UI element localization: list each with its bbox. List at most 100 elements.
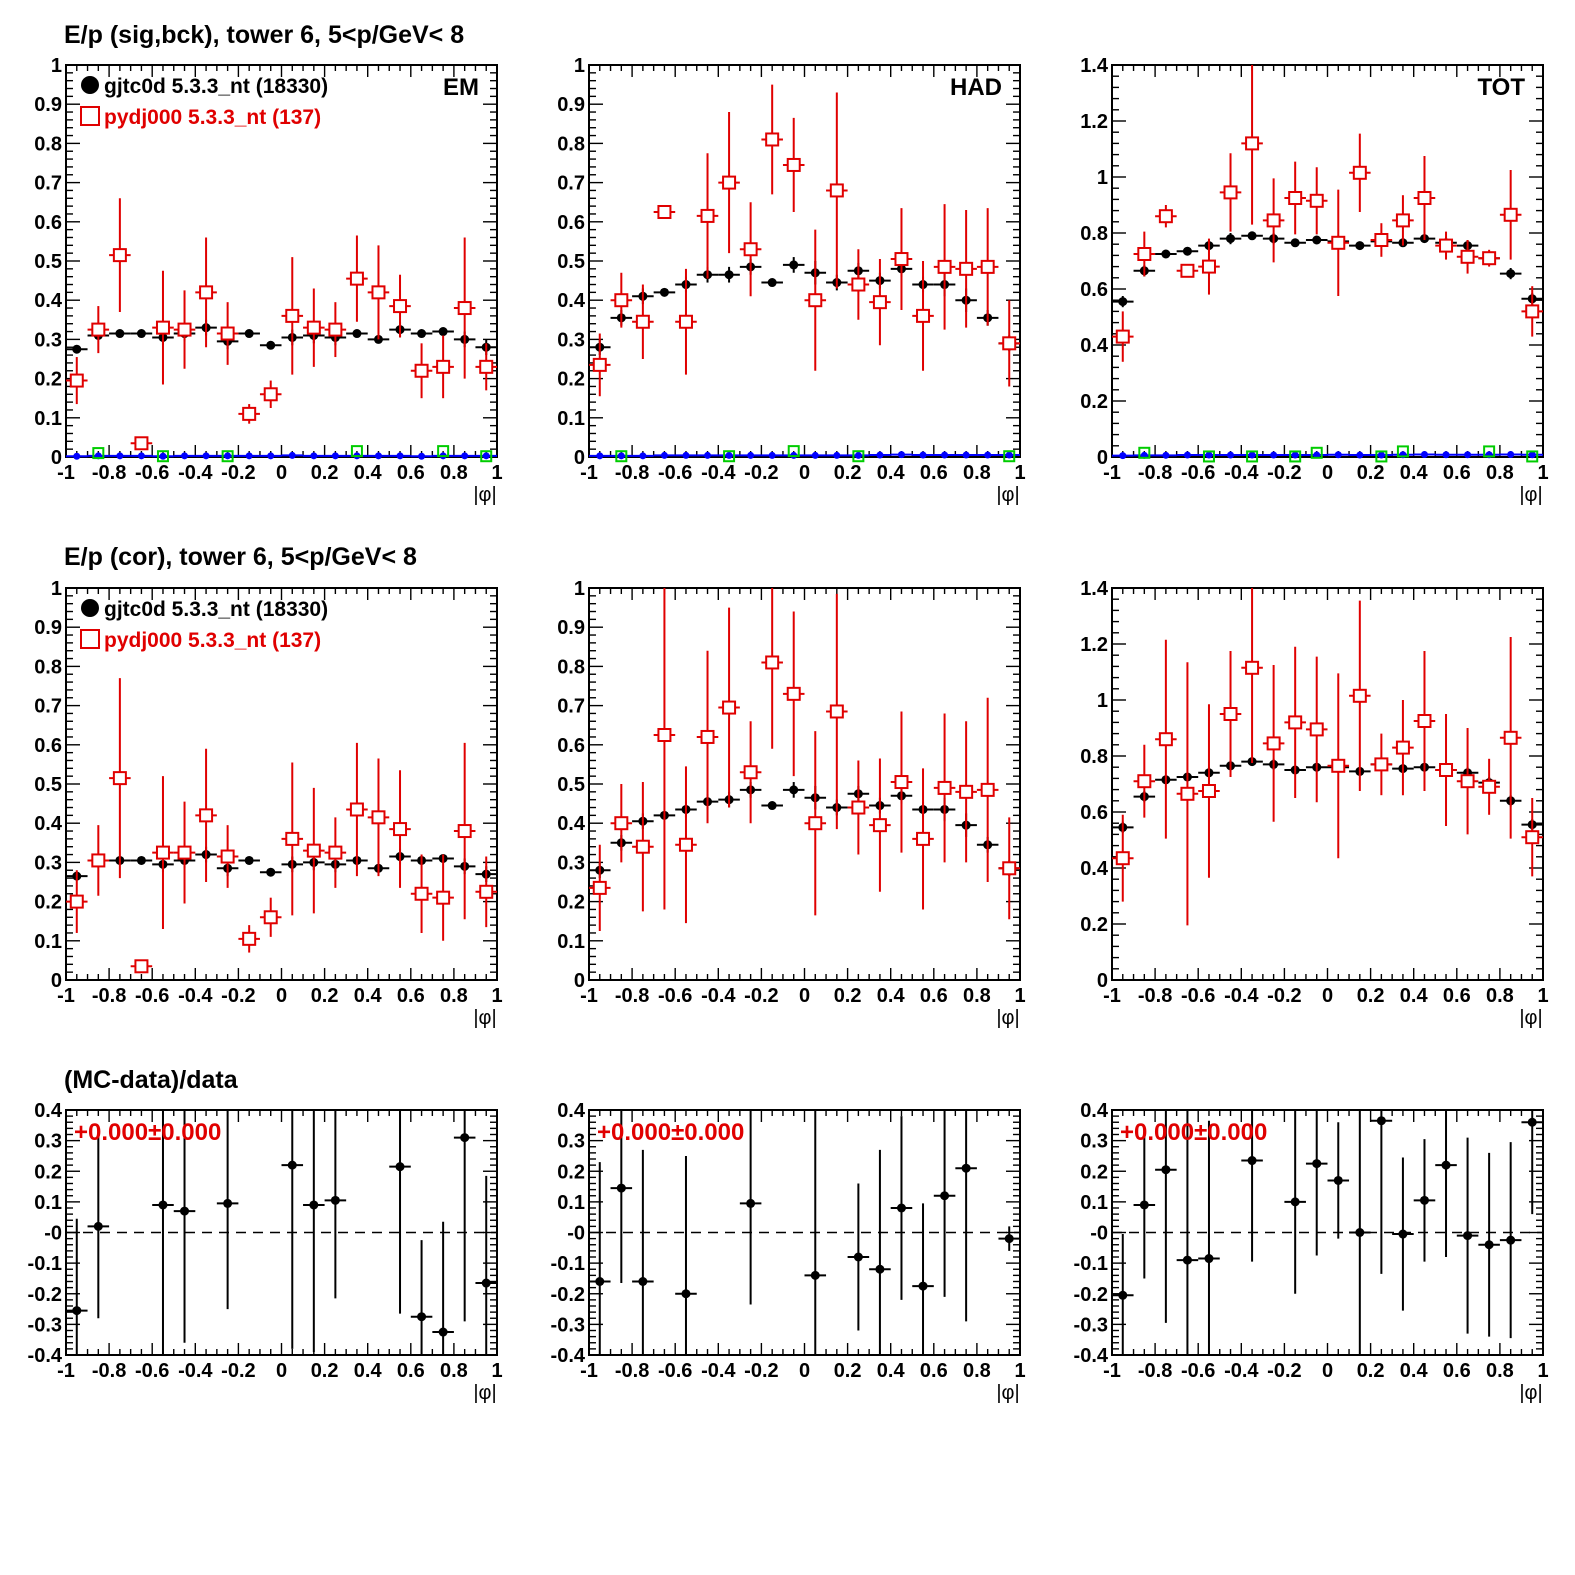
y-tick-label: -0.4 bbox=[551, 1345, 586, 1367]
mc-point bbox=[1439, 763, 1454, 777]
mc-point bbox=[808, 816, 823, 831]
mc-point bbox=[786, 157, 801, 172]
y-tick-label: 1 bbox=[574, 55, 585, 77]
data-point bbox=[481, 1278, 491, 1288]
bkg-data-point bbox=[1528, 451, 1536, 459]
data-point bbox=[1506, 269, 1516, 279]
bkg-data-point bbox=[596, 452, 604, 460]
bkg-data-point bbox=[660, 451, 668, 459]
plot-frame bbox=[588, 587, 1021, 981]
x-tick-label: 0.6 bbox=[1443, 1360, 1471, 1382]
x-tick-label: -0.4 bbox=[178, 985, 213, 1007]
x-tick-label: -0.4 bbox=[701, 462, 736, 484]
data-point bbox=[180, 1206, 190, 1216]
data-point bbox=[789, 785, 799, 795]
mc-point bbox=[1245, 660, 1260, 675]
x-tick-label: -0.6 bbox=[135, 985, 169, 1007]
bkg-data-point bbox=[1464, 451, 1472, 459]
data-point bbox=[266, 867, 276, 877]
bkg-data-point bbox=[331, 452, 339, 460]
mc-point bbox=[1503, 730, 1518, 745]
x-tick-label: -0.8 bbox=[1138, 462, 1172, 484]
y-tick-label: 1.2 bbox=[1080, 111, 1108, 133]
x-tick-label: -0.4 bbox=[1224, 985, 1259, 1007]
y-tick-label: 0.6 bbox=[1080, 279, 1108, 301]
bkg-mc-point bbox=[1246, 450, 1259, 463]
data-point bbox=[330, 1195, 340, 1205]
y-tick-label: -0 bbox=[44, 1223, 62, 1245]
bkg-data-point bbox=[833, 451, 841, 459]
data-point bbox=[72, 344, 82, 354]
mc-point bbox=[371, 285, 386, 300]
mc-point bbox=[479, 359, 494, 374]
bkg-data-point bbox=[482, 452, 490, 460]
y-tick-label: 0.3 bbox=[557, 852, 585, 874]
y-tick-label: 0.7 bbox=[34, 696, 62, 718]
mc-point bbox=[678, 837, 693, 852]
mc-point bbox=[1482, 251, 1497, 266]
bkg-data-point bbox=[288, 451, 296, 459]
mc-point bbox=[937, 259, 952, 274]
mc-point bbox=[808, 293, 823, 308]
y-tick-label: -0.1 bbox=[28, 1253, 62, 1275]
mc-point bbox=[134, 436, 149, 451]
y-tick-label: 0.4 bbox=[557, 1100, 586, 1122]
mc-point bbox=[786, 686, 801, 701]
x-axis-label: |φ| bbox=[473, 484, 496, 506]
y-tick-label: 0.4 bbox=[557, 290, 586, 312]
mc-point bbox=[851, 800, 866, 815]
x-tick-label: 0.8 bbox=[963, 462, 991, 484]
data-point bbox=[417, 329, 427, 339]
panel-8: -1 -0.8 -0.6 -0.4 -0.2 0 0.2 0.4 0.6 0.8 1|φ|-0.4-… bbox=[1074, 1100, 1549, 1404]
data-point bbox=[72, 1306, 82, 1316]
bkg-mc-point bbox=[1138, 446, 1151, 459]
mc-point bbox=[700, 729, 715, 744]
x-tick-label: 0.4 bbox=[877, 1360, 906, 1382]
mc-point bbox=[436, 890, 451, 905]
data-point bbox=[1419, 1195, 1429, 1205]
x-tick-label: -1 bbox=[580, 985, 598, 1007]
mc-point bbox=[1201, 784, 1216, 798]
mc-point bbox=[371, 810, 386, 825]
y-tick-label: 0.4 bbox=[34, 813, 63, 835]
y-tick-label: 0.3 bbox=[34, 852, 62, 874]
x-tick-label: 0.6 bbox=[1443, 985, 1471, 1007]
y-tick-label: 0.5 bbox=[34, 251, 62, 273]
y-tick-label: 0 bbox=[51, 970, 62, 992]
mc-point bbox=[722, 700, 737, 715]
x-tick-label: -0.2 bbox=[221, 985, 255, 1007]
mc-point bbox=[678, 314, 693, 329]
y-tick-label: 0 bbox=[1097, 447, 1108, 469]
data-point bbox=[1441, 1160, 1451, 1170]
y-tick-label: 0.2 bbox=[34, 892, 62, 914]
x-tick-label: -0.8 bbox=[615, 462, 649, 484]
x-tick-label: 0.2 bbox=[834, 1360, 862, 1382]
data-point bbox=[1161, 1165, 1171, 1175]
bkg-data-point bbox=[768, 451, 776, 459]
data-point bbox=[1312, 1159, 1322, 1169]
mc-point bbox=[722, 175, 737, 190]
mc-point bbox=[1309, 193, 1324, 208]
mc-point bbox=[1331, 235, 1346, 250]
mc-point bbox=[91, 322, 106, 337]
y-tick-label: 1 bbox=[1097, 690, 1108, 712]
x-axis-label: |φ| bbox=[1519, 484, 1542, 506]
data-point bbox=[1290, 238, 1300, 248]
x-tick-label: -0.2 bbox=[1267, 462, 1301, 484]
bkg-data-point bbox=[245, 452, 253, 460]
data-point bbox=[1118, 297, 1128, 307]
data-point bbox=[1333, 1175, 1343, 1185]
x-tick-label: 0.2 bbox=[1357, 1360, 1385, 1382]
data-point bbox=[918, 1281, 928, 1291]
x-tick-label: 0 bbox=[799, 985, 810, 1007]
mc-point bbox=[414, 886, 429, 901]
mc-point bbox=[1460, 249, 1475, 264]
y-tick-label: 0.6 bbox=[34, 212, 62, 234]
legend-data-label: gjtc0d 5.3.3_nt (18330) bbox=[104, 598, 328, 621]
bkg-data-point bbox=[1270, 451, 1278, 459]
data-point bbox=[789, 260, 799, 270]
mc-point bbox=[285, 831, 300, 846]
x-tick-label: 0 bbox=[276, 985, 287, 1007]
row-title-cor: E/p (cor), tower 6, 5<p/GeV< 8 bbox=[64, 543, 417, 571]
mc-point bbox=[69, 373, 84, 388]
